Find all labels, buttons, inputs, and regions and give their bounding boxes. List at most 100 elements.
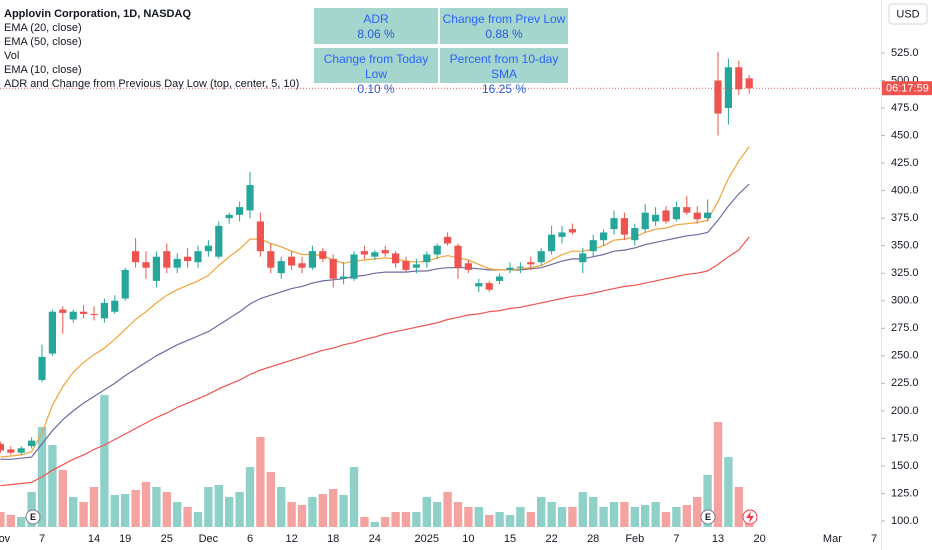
candle-body xyxy=(600,232,608,241)
earnings-marker[interactable]: E xyxy=(25,509,41,525)
volume-bar xyxy=(401,512,411,527)
candle-body xyxy=(693,212,701,220)
x-tick-label: Mar xyxy=(823,533,842,545)
volume-bar xyxy=(557,507,567,527)
candle-body xyxy=(360,251,368,255)
x-tick-label: 14 xyxy=(88,533,100,545)
volume-bar xyxy=(89,487,99,527)
candle-body xyxy=(17,448,25,453)
candle-body xyxy=(475,283,483,287)
table-cell: Percent from 10-day SMA 16.25 % xyxy=(440,48,568,96)
volume-bar xyxy=(682,505,691,527)
event-marker[interactable] xyxy=(742,509,758,525)
currency-box[interactable] xyxy=(888,3,928,25)
volume-bar xyxy=(495,512,504,527)
cell-value: 0.88 % xyxy=(485,27,523,41)
candle-body xyxy=(59,309,67,313)
candle-body xyxy=(121,269,129,299)
volume-bar xyxy=(381,517,390,527)
candle-body xyxy=(277,261,285,274)
y-tick-label: 475.0 xyxy=(891,102,919,114)
x-tick-label: 22 xyxy=(545,533,557,545)
volume-bar xyxy=(121,494,130,527)
volume-bar xyxy=(589,497,598,527)
countdown-box xyxy=(882,81,932,96)
volume-bar xyxy=(734,487,743,527)
y-tick-label: 525.0 xyxy=(891,47,919,59)
volume-bar xyxy=(318,494,327,527)
candle-body xyxy=(329,258,337,279)
y-tick-label: 250.0 xyxy=(891,350,919,362)
candle-body xyxy=(454,245,462,268)
volume-bar xyxy=(433,502,442,527)
candle-body xyxy=(516,266,524,268)
volume-bar xyxy=(537,497,546,527)
y-tick-label: 450.0 xyxy=(891,129,919,141)
volume-bar xyxy=(277,487,286,527)
y-tick-label: 425.0 xyxy=(891,157,919,169)
candle-body xyxy=(620,218,628,235)
candle-body xyxy=(392,253,400,264)
cell-label: ADR xyxy=(363,12,389,26)
volume-bar xyxy=(110,495,119,527)
volume-bar xyxy=(703,475,712,527)
y-tick-label: 125.0 xyxy=(891,487,919,499)
volume-bar xyxy=(599,507,608,527)
volume-bar xyxy=(339,495,348,527)
x-tick-label: 19 xyxy=(119,533,131,545)
volume-bar xyxy=(713,422,723,527)
candle-body xyxy=(631,228,639,241)
volume-bar xyxy=(641,505,650,527)
candle-body xyxy=(610,218,618,230)
legend-entry: EMA (10, close) xyxy=(4,64,82,76)
candle-body xyxy=(236,207,244,215)
volume-bar xyxy=(329,489,338,527)
candle-body xyxy=(662,210,670,222)
volume-bar xyxy=(79,502,88,527)
earnings-marker[interactable]: E xyxy=(700,509,716,525)
x-tick-label: 12 xyxy=(285,533,297,545)
candle-body xyxy=(579,253,587,263)
volume-bar xyxy=(6,515,15,527)
volume-bar xyxy=(578,492,587,527)
volume-bar xyxy=(297,505,307,527)
volume-bar xyxy=(58,470,67,527)
volume-bar xyxy=(48,445,57,527)
candle-body xyxy=(0,443,4,451)
volume-bar xyxy=(693,497,702,527)
candle-body xyxy=(402,261,410,270)
candle-body xyxy=(204,245,212,252)
x-tick-label: 7 xyxy=(39,533,45,545)
table-cell: ADR 8.06 % xyxy=(314,8,438,44)
candle-body xyxy=(496,276,504,281)
candle-body xyxy=(652,214,660,222)
x-tick-label: 28 xyxy=(587,533,599,545)
candle-body xyxy=(340,276,348,279)
candle-body xyxy=(735,67,743,90)
legend-entry: ADR and Change from Previous Day Low (to… xyxy=(4,78,299,90)
volume-bar xyxy=(516,507,525,527)
candle-body xyxy=(745,78,753,89)
table-cell: Change from Prev Low 0.88 % xyxy=(440,8,568,44)
candle-body xyxy=(308,251,316,268)
volume-bar xyxy=(620,502,629,527)
y-tick-label: 400.0 xyxy=(891,185,919,197)
x-tick-label: 20 xyxy=(753,533,765,545)
cell-label: Change from Prev Low xyxy=(442,12,566,26)
candle-body xyxy=(194,251,202,263)
candle-body xyxy=(548,234,556,252)
y-tick-label: 100.0 xyxy=(891,515,919,527)
volume-bar xyxy=(630,507,639,527)
x-tick-label: 10 xyxy=(462,533,474,545)
candle-body xyxy=(350,254,358,279)
volume-bar xyxy=(526,512,535,527)
candle-body xyxy=(672,207,680,220)
table-cell: Change from Today Low 0.10 % xyxy=(314,48,438,96)
volume-bar xyxy=(672,507,681,527)
legend-entry: Vol xyxy=(4,50,19,62)
volume-bar xyxy=(141,482,151,527)
candle-body xyxy=(7,449,15,453)
candle-body xyxy=(506,267,514,270)
